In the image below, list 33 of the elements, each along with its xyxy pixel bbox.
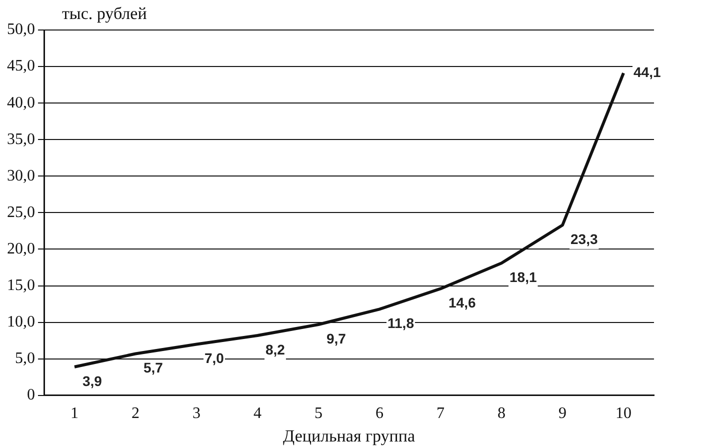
x-tick-label: 2 [132, 405, 140, 422]
y-tick-label: 25,0 [7, 204, 35, 221]
y-tick-label: 40,0 [7, 94, 35, 112]
x-tick-label: 3 [192, 405, 200, 422]
x-tick-label: 1 [70, 405, 78, 422]
y-tick-label: 20,0 [7, 240, 35, 258]
data-label: 8,2 [266, 341, 286, 358]
data-label: 7,0 [204, 350, 224, 366]
y-tick-label: 35,0 [7, 130, 35, 148]
x-tick-label: 6 [376, 405, 384, 422]
data-label: 18,1 [510, 268, 537, 285]
y-tick-label: 5,0 [15, 350, 35, 368]
y-axis-title: тыс. рублей [62, 4, 147, 24]
data-label: 44,1 [634, 64, 661, 80]
y-tick-label: 50,0 [7, 21, 35, 38]
data-label: 14,6 [448, 294, 476, 311]
x-axis-title: Децильная группа [283, 426, 416, 446]
x-tick-label: 7 [436, 405, 444, 422]
y-tick-label: 30,0 [7, 167, 35, 184]
y-tick-label: 0 [27, 386, 35, 404]
data-label: 11,8 [388, 315, 414, 332]
data-label: 23,3 [570, 230, 598, 247]
x-tick-label: 8 [498, 405, 506, 422]
x-tick-label: 10 [616, 405, 632, 422]
x-tick-label: 9 [558, 405, 566, 422]
y-tick-label: 10,0 [7, 314, 35, 331]
data-label: 9,7 [326, 330, 346, 346]
x-tick-label: 5 [314, 405, 322, 422]
data-label: 5,7 [144, 360, 164, 376]
x-tick-label: 4 [254, 405, 262, 422]
data-label: 3,9 [82, 372, 102, 389]
y-tick-label: 45,0 [7, 58, 35, 75]
y-tick-label: 15,0 [7, 276, 35, 294]
